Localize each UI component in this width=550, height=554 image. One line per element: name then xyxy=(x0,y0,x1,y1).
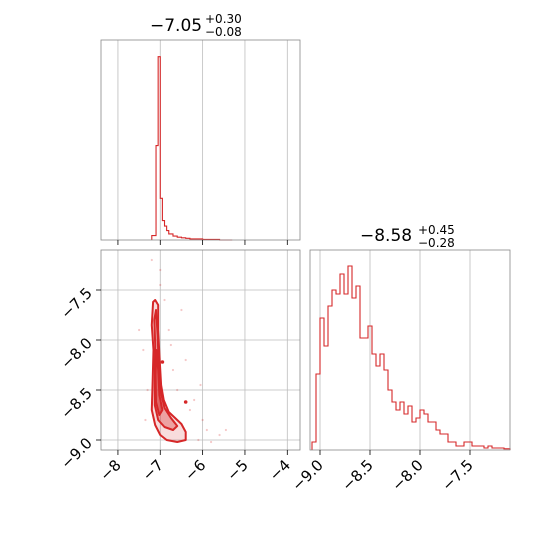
sample-point xyxy=(199,383,202,387)
axes-frame xyxy=(100,39,301,241)
x-tick-label: −8.5 xyxy=(338,456,376,494)
sample-point xyxy=(180,308,183,312)
title-upper-error: +0.30 xyxy=(205,12,242,26)
axes-frame xyxy=(309,249,511,451)
x-tick-label: −8.0 xyxy=(388,456,426,494)
y-tick-label: −8.0 xyxy=(57,334,95,372)
sample-point xyxy=(218,433,221,437)
y-tick-label: −9.0 xyxy=(57,434,95,472)
sample-point xyxy=(209,440,213,444)
sample-point xyxy=(224,428,228,432)
x-tick-label: −7 xyxy=(139,456,167,484)
x-tick-label: −6 xyxy=(181,456,209,484)
sample-point xyxy=(201,418,204,422)
sample-point xyxy=(184,358,187,362)
highlight-point xyxy=(160,360,165,364)
title-upper-error: +0.45 xyxy=(418,223,455,237)
sample-point xyxy=(146,388,149,392)
sample-point xyxy=(205,428,208,432)
sample-point xyxy=(171,368,175,372)
histogram-step xyxy=(311,265,511,450)
sample-point xyxy=(163,298,166,302)
marginal-histogram-param-2: −8.58 +0.45 −0.28 −9.0 −8.5 −8.0 −7.5 xyxy=(288,223,511,495)
marginal-title-param-1: −7.05 xyxy=(150,16,202,36)
joint-contour-panel: −8 −7 −6 −5 −4−9.0−8.5−8.0−7.5 xyxy=(57,249,301,484)
sample-point xyxy=(167,328,170,332)
sample-point xyxy=(188,408,192,412)
highlight-point xyxy=(183,400,188,404)
title-value: −7.05 xyxy=(150,16,202,36)
sample-point xyxy=(138,328,141,332)
axes-frame xyxy=(100,249,301,451)
x-tick-label: −5 xyxy=(223,456,251,484)
sample-point xyxy=(169,343,172,347)
sample-point xyxy=(176,388,179,392)
title-lower-error: −0.28 xyxy=(418,236,455,250)
sample-point xyxy=(159,283,162,287)
sample-point xyxy=(197,438,200,442)
title-lower-error: −0.08 xyxy=(205,25,242,39)
marginal-title-param-2: −8.58 xyxy=(360,226,412,246)
marginal-histogram-param-1: −7.05 +0.30 −0.08 xyxy=(100,12,301,245)
x-tick-label: −7.5 xyxy=(438,456,476,494)
title-value: −8.58 xyxy=(360,226,412,246)
sample-point xyxy=(150,258,153,262)
contour-inner xyxy=(154,349,164,416)
sample-point xyxy=(142,348,145,352)
y-tick-label: −7.5 xyxy=(57,284,95,322)
sample-point xyxy=(159,268,162,272)
histogram-step xyxy=(151,56,233,241)
sample-point xyxy=(144,418,147,422)
y-tick-label: −8.5 xyxy=(57,384,95,422)
x-tick-label: −9.0 xyxy=(288,456,326,494)
x-tick-label: −8 xyxy=(96,456,124,484)
sample-point xyxy=(193,398,196,402)
